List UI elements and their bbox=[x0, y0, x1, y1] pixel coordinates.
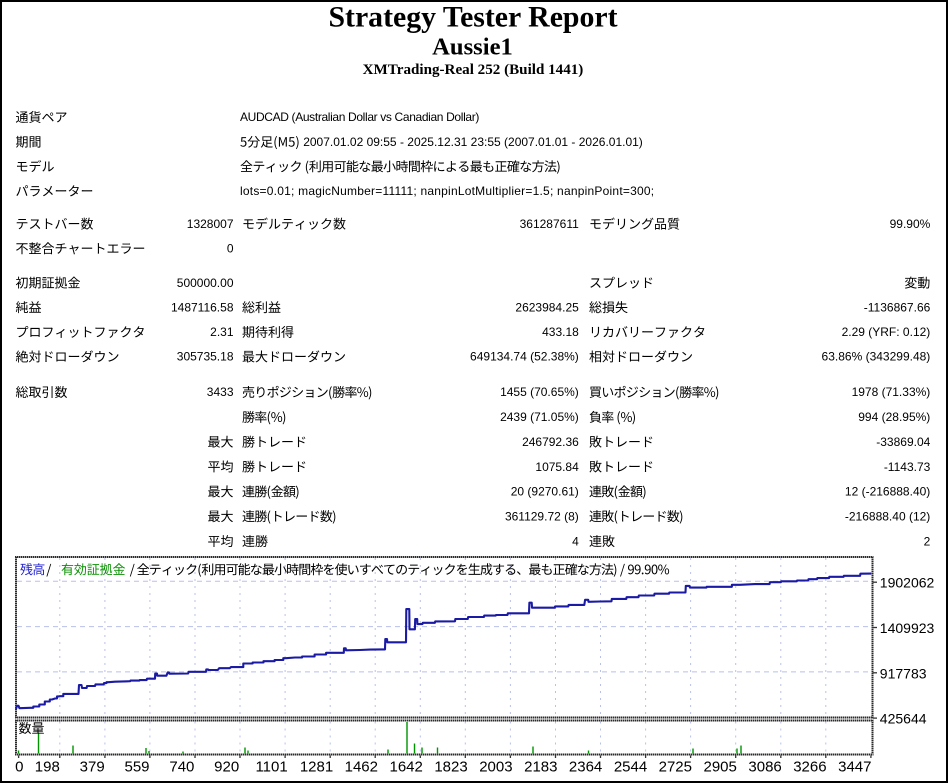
svg-text:1823: 1823 bbox=[434, 759, 467, 776]
svg-text:1487116.58: 1487116.58 bbox=[171, 300, 234, 314]
svg-text:198: 198 bbox=[35, 759, 60, 776]
svg-text:1281: 1281 bbox=[300, 759, 333, 776]
svg-text:2183: 2183 bbox=[524, 759, 557, 776]
svg-text:1642: 1642 bbox=[390, 759, 423, 776]
svg-text:20 (9270.61): 20 (9270.61) bbox=[511, 485, 579, 499]
svg-text:433.18: 433.18 bbox=[542, 325, 579, 339]
svg-text:2544: 2544 bbox=[614, 759, 647, 776]
svg-text:1409923: 1409923 bbox=[880, 620, 935, 636]
svg-text:2003: 2003 bbox=[479, 759, 512, 776]
svg-text:AUDCAD (Australian Dollar vs C: AUDCAD (Australian Dollar vs Canadian Do… bbox=[240, 110, 479, 124]
svg-text:2: 2 bbox=[924, 534, 931, 548]
svg-text:379: 379 bbox=[80, 759, 105, 776]
svg-text:1075.84: 1075.84 bbox=[535, 460, 579, 474]
svg-text:99.90%: 99.90% bbox=[890, 217, 931, 231]
svg-text:3447: 3447 bbox=[838, 759, 871, 776]
svg-text:-33869.04: -33869.04 bbox=[876, 435, 930, 449]
svg-text:920: 920 bbox=[214, 759, 239, 776]
svg-text:3433: 3433 bbox=[207, 385, 234, 399]
svg-text:-1143.73: -1143.73 bbox=[884, 460, 931, 474]
svg-text:649134.74 (52.38%): 649134.74 (52.38%) bbox=[470, 350, 579, 364]
svg-text:12 (-216888.40): 12 (-216888.40) bbox=[845, 485, 930, 499]
svg-text:lots=0.01; magicNumber=11111;: lots=0.01; magicNumber=11111; nanpinLotM… bbox=[240, 184, 654, 198]
svg-text:500000.00: 500000.00 bbox=[177, 276, 234, 290]
svg-text:361129.72 (8): 361129.72 (8) bbox=[505, 510, 579, 524]
svg-text:2007.01.02 09:55 - 2025.12.31: 2007.01.02 09:55 - 2025.12.31 23:55 (200… bbox=[303, 135, 643, 149]
svg-text:3086: 3086 bbox=[748, 759, 781, 776]
svg-text:Aussie1: Aussie1 bbox=[432, 34, 513, 61]
svg-text:1101: 1101 bbox=[255, 759, 287, 776]
svg-text:4: 4 bbox=[572, 534, 579, 548]
svg-text:1328007: 1328007 bbox=[187, 217, 234, 231]
svg-text:2439 (71.05%): 2439 (71.05%) bbox=[500, 410, 579, 424]
svg-text:1902062: 1902062 bbox=[880, 575, 935, 591]
svg-text:2.29 (YRF: 0.12): 2.29 (YRF: 0.12) bbox=[842, 325, 931, 339]
svg-text:63.86% (343299.48): 63.86% (343299.48) bbox=[822, 350, 931, 364]
svg-text:425644: 425644 bbox=[880, 711, 927, 727]
svg-text:Strategy Tester Report: Strategy Tester Report bbox=[328, 0, 617, 33]
svg-text:917783: 917783 bbox=[880, 665, 927, 681]
svg-text:3266: 3266 bbox=[793, 759, 826, 776]
svg-text:1462: 1462 bbox=[345, 759, 378, 776]
svg-text:559: 559 bbox=[124, 759, 149, 776]
svg-text:2905: 2905 bbox=[704, 759, 737, 776]
svg-text:740: 740 bbox=[169, 759, 194, 776]
svg-text:-216888.40 (12): -216888.40 (12) bbox=[845, 510, 930, 524]
svg-text:246792.36: 246792.36 bbox=[522, 435, 579, 449]
svg-text:1455 (70.65%): 1455 (70.65%) bbox=[500, 385, 579, 399]
svg-text:305735.18: 305735.18 bbox=[177, 350, 234, 364]
svg-text:361287611: 361287611 bbox=[520, 217, 580, 231]
svg-text:XMTrading-Real 252 (Build 1441: XMTrading-Real 252 (Build 1441) bbox=[363, 62, 584, 78]
svg-text:2623984.25: 2623984.25 bbox=[515, 300, 579, 314]
svg-text:2.31: 2.31 bbox=[210, 325, 234, 339]
svg-text:0: 0 bbox=[227, 242, 234, 256]
svg-text:994 (28.95%): 994 (28.95%) bbox=[858, 410, 930, 424]
svg-text:2364: 2364 bbox=[569, 759, 602, 776]
svg-text:1978 (71.33%): 1978 (71.33%) bbox=[852, 385, 931, 399]
svg-text:2725: 2725 bbox=[659, 759, 692, 776]
svg-text:-1136867.66: -1136867.66 bbox=[864, 300, 931, 314]
svg-text:0: 0 bbox=[15, 759, 23, 776]
